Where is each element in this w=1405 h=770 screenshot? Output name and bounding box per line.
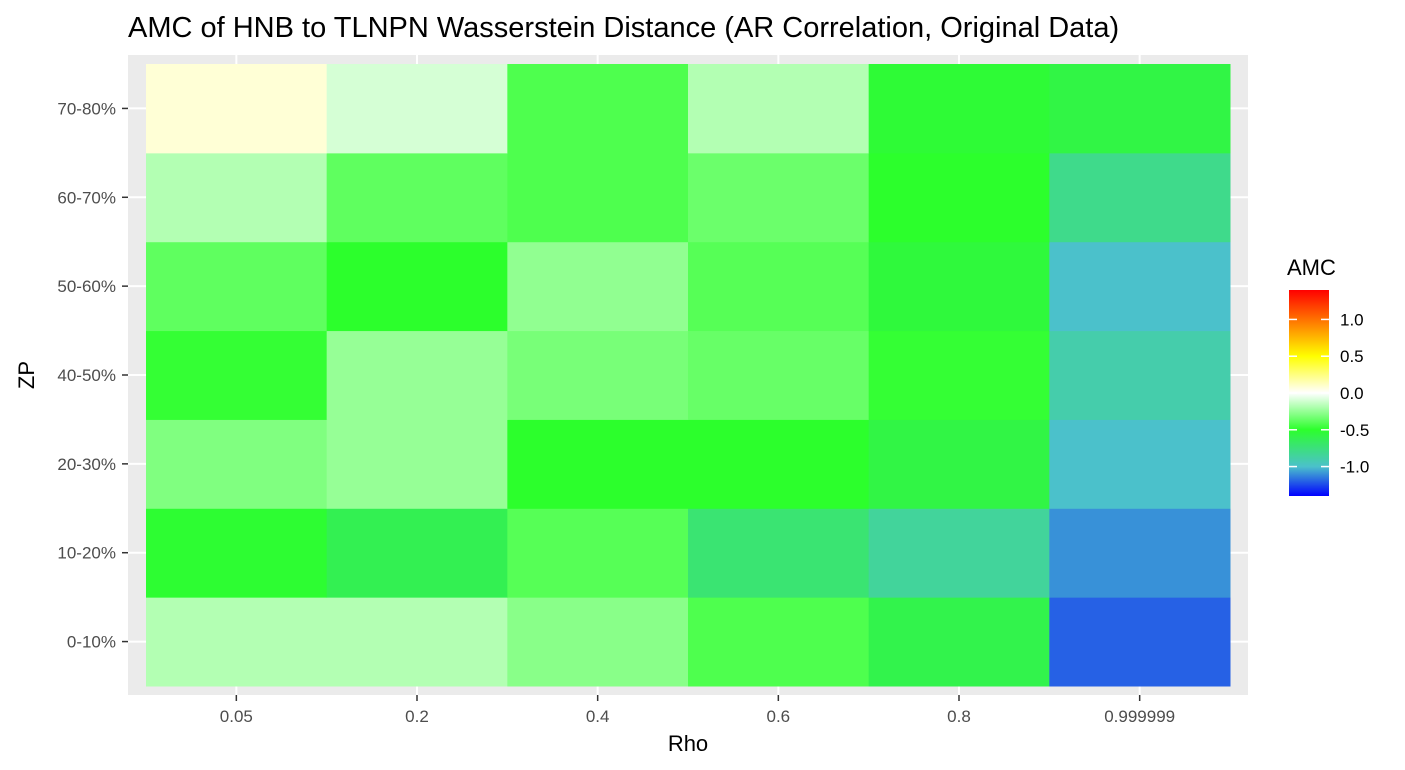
- legend-label: 1.0: [1340, 310, 1364, 329]
- x-tick-label: 0.6: [767, 707, 791, 726]
- heatmap-cell: [507, 597, 689, 687]
- heatmap-cell: [326, 152, 508, 243]
- heatmap-cell: [146, 597, 328, 687]
- x-axis-title: Rho: [668, 731, 708, 756]
- heatmap-cells: [146, 64, 1231, 687]
- x-tick-label: 0.8: [947, 707, 971, 726]
- heatmap-cell: [868, 64, 1050, 154]
- heatmap-cell: [146, 330, 328, 420]
- heatmap-cell: [507, 64, 689, 154]
- heatmap-cell: [146, 64, 328, 154]
- y-tick-label: 20-30%: [57, 455, 116, 474]
- heatmap-cell: [688, 419, 870, 509]
- heatmap-cell: [1049, 597, 1231, 687]
- heatmap-cell: [688, 64, 870, 154]
- heatmap-cell: [868, 508, 1050, 598]
- heatmap-cell: [868, 330, 1050, 420]
- heatmap-cell: [868, 152, 1050, 243]
- legend-title: AMC: [1287, 255, 1336, 280]
- x-tick-label: 0.999999: [1104, 707, 1175, 726]
- y-axis-title: ZP: [14, 361, 39, 389]
- chart-title: AMC of HNB to TLNPN Wasserstein Distance…: [128, 12, 1119, 44]
- heatmap-cell: [688, 597, 870, 687]
- heatmap-cell: [868, 419, 1050, 509]
- legend-label: -0.5: [1340, 421, 1369, 440]
- heatmap-cell: [688, 241, 870, 332]
- heatmap-cell: [507, 508, 689, 598]
- heatmap-cell: [868, 597, 1050, 687]
- heatmap-cell: [1049, 241, 1231, 332]
- heatmap-cell: [507, 152, 689, 243]
- y-tick-label: 70-80%: [57, 99, 116, 118]
- heatmap-cell: [146, 241, 328, 332]
- y-tick-label: 60-70%: [57, 188, 116, 207]
- heatmap-cell: [507, 241, 689, 332]
- heatmap-cell: [146, 508, 328, 598]
- y-tick-label: 0-10%: [67, 633, 116, 652]
- heatmap-cell: [326, 508, 508, 598]
- heatmap-cell: [326, 241, 508, 332]
- heatmap-cell: [146, 152, 328, 243]
- heatmap-cell: [1049, 419, 1231, 509]
- legend: AMC 1.0 0.5 0.0 -0.5 -1.0: [1287, 255, 1369, 496]
- heatmap-cell: [688, 152, 870, 243]
- y-tick-label: 50-60%: [57, 277, 116, 296]
- heatmap-cell: [507, 330, 689, 420]
- x-axis: 0.05 0.2 0.4 0.6 0.8 0.999999: [220, 695, 1175, 726]
- y-axis: 0-10% 10-20% 20-30% 40-50% 50-60% 60-70% 70-80…: [57, 99, 128, 652]
- y-tick-label: 10-20%: [57, 544, 116, 563]
- x-tick-label: 0.05: [220, 707, 253, 726]
- heatmap-cell: [1049, 152, 1231, 243]
- heatmap-cell: [688, 508, 870, 598]
- heatmap-cell: [688, 330, 870, 420]
- heatmap-cell: [1049, 64, 1231, 154]
- legend-label: 0.5: [1340, 347, 1364, 366]
- heatmap-cell: [507, 419, 689, 509]
- legend-label: 0.0: [1340, 384, 1364, 403]
- heatmap-cell: [146, 419, 328, 509]
- heatmap-cell: [326, 330, 508, 420]
- heatmap-cell: [326, 419, 508, 509]
- heatmap-cell: [326, 64, 508, 154]
- heatmap-cell: [868, 241, 1050, 332]
- x-tick-label: 0.4: [586, 707, 610, 726]
- y-tick-label: 40-50%: [57, 366, 116, 385]
- heatmap-cell: [1049, 330, 1231, 420]
- x-tick-label: 0.2: [405, 707, 429, 726]
- legend-label: -1.0: [1340, 458, 1369, 477]
- heatmap-cell: [1049, 508, 1231, 598]
- heatmap-cell: [326, 597, 508, 687]
